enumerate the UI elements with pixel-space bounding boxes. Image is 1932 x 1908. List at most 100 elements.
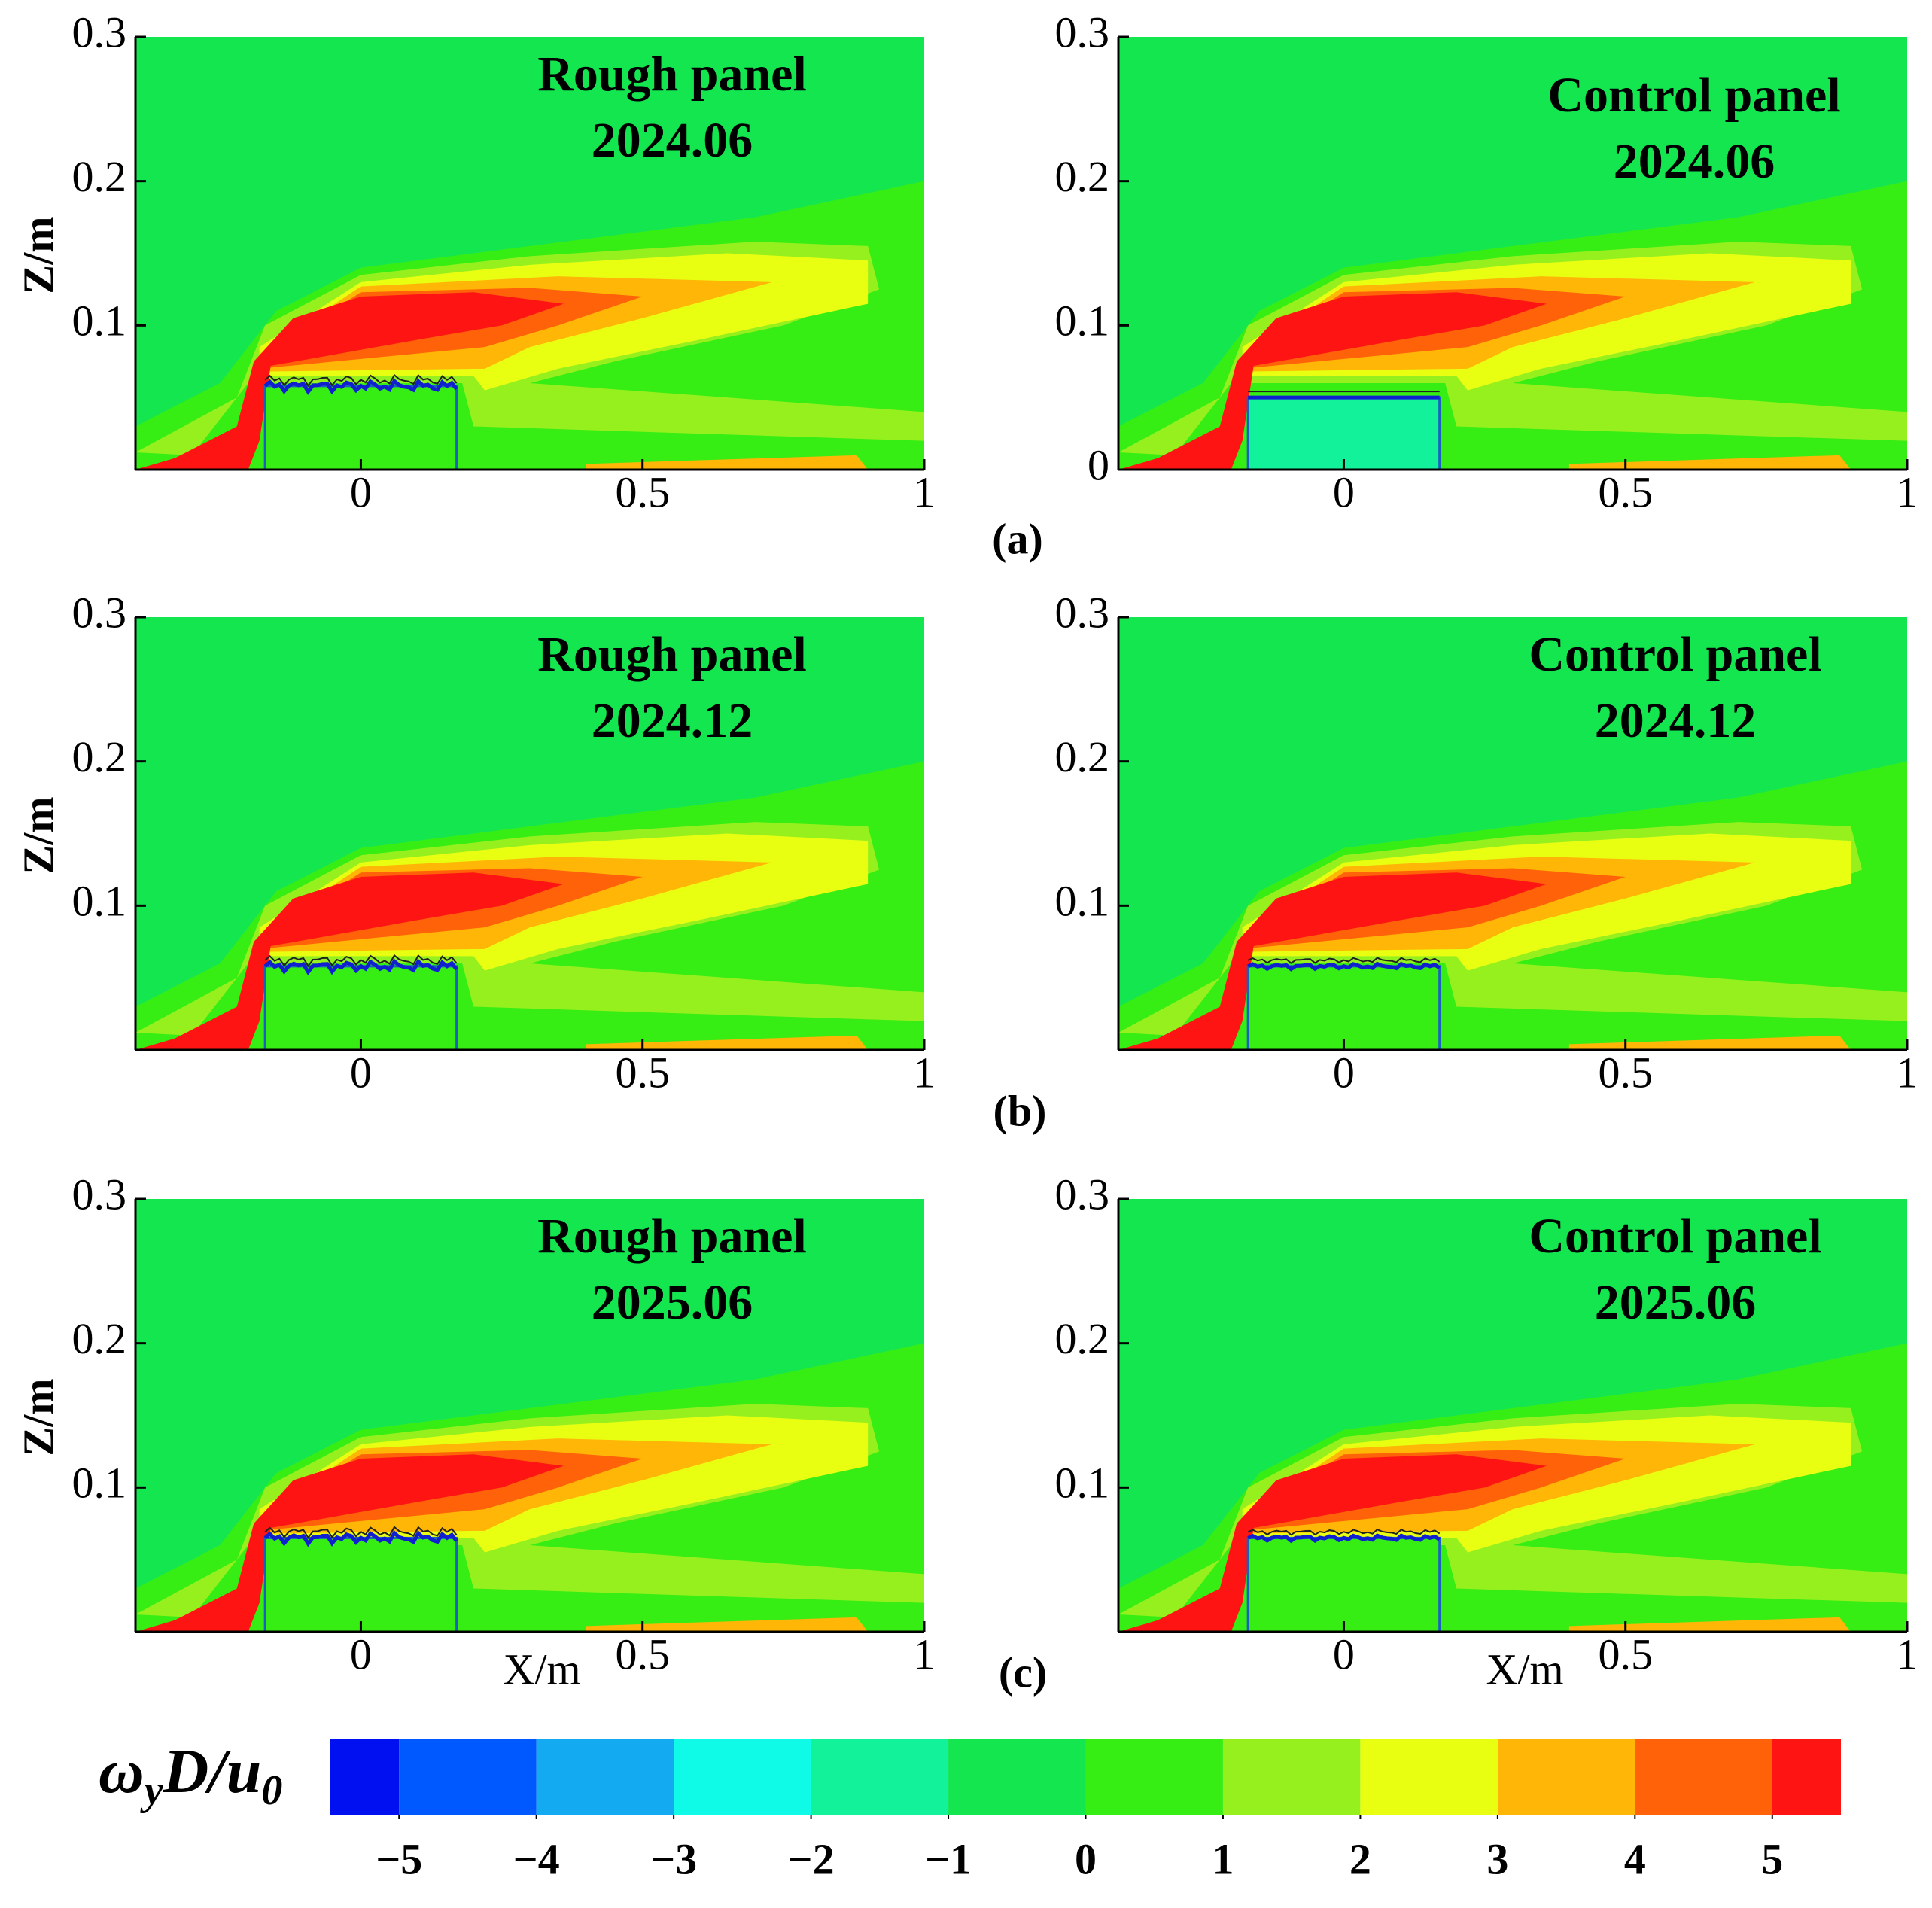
panel-title: Control panel <box>1529 1209 1821 1264</box>
colorbar-tick-label: −4 <box>513 1834 560 1883</box>
x-tick-label: 0 <box>1333 467 1355 516</box>
panel-block <box>263 1536 458 1632</box>
x-tick-label: 1 <box>1897 467 1918 516</box>
panel-label: (b) <box>993 1086 1047 1135</box>
y-axis-label: Z/m <box>14 1378 62 1456</box>
panel-subtitle: 2024.12 <box>592 693 753 748</box>
colorbar-segment <box>674 1739 811 1815</box>
y-tick-label: 0.1 <box>1055 877 1110 926</box>
contour-panel: 0.1 0.2 0.3 0 0.5 1 Rough panel 2024.06 Z/m <box>14 8 935 516</box>
colorbar-label: ωyD/u0 <box>99 1736 282 1814</box>
x-tick-label: 0.5 <box>1598 467 1653 516</box>
surface-line <box>264 954 458 968</box>
contour-level <box>586 1617 869 1632</box>
y-tick-label: 0.2 <box>72 1314 127 1363</box>
contour-field <box>135 37 924 470</box>
contour-field <box>1118 617 1907 1050</box>
colorbar-segment <box>1635 1739 1772 1815</box>
x-tick-label: 0.5 <box>615 1630 670 1678</box>
x-tick-label: 0.5 <box>615 1048 670 1097</box>
y-tick-label: 0.2 <box>1055 732 1110 781</box>
colorbar-tick-label: −2 <box>788 1834 835 1883</box>
y-axis-label: Z/m <box>14 796 62 874</box>
label-subscript: y <box>140 1767 164 1814</box>
y-tick-label: 0.3 <box>72 8 127 56</box>
y-tick-label: 0.2 <box>1055 152 1110 201</box>
y-tick-label: 0.3 <box>1055 1170 1110 1219</box>
colorbar-tick-label: 1 <box>1212 1834 1234 1883</box>
y-axis-label: Z/m <box>14 216 62 294</box>
contour-level <box>1118 1454 1547 1632</box>
panel-subtitle: 2025.06 <box>592 1275 753 1330</box>
panel-subtitle: 2025.06 <box>1595 1275 1757 1330</box>
panel-title: Rough panel <box>537 1209 807 1264</box>
colorbar-tick-label: 5 <box>1761 1834 1783 1883</box>
colorbar-tick-label: −1 <box>925 1834 972 1883</box>
y-tick-label: 0.2 <box>1055 1314 1110 1363</box>
panel-title: Rough panel <box>537 627 807 682</box>
colorbar-segment <box>1085 1739 1223 1815</box>
contour-level <box>586 455 869 470</box>
y-tick-label: 0.3 <box>1055 8 1110 56</box>
surface-line <box>1247 1533 1441 1544</box>
y-tick-label: 0.1 <box>72 297 127 345</box>
x-tick-label: 1 <box>1897 1048 1918 1097</box>
x-tick-label: 0 <box>1333 1048 1355 1097</box>
colorbar-segment <box>1222 1739 1361 1815</box>
x-tick-label: 1 <box>914 1630 936 1678</box>
colorbar-tick-label: −5 <box>376 1834 422 1883</box>
x-tick-label: 0 <box>350 1048 372 1097</box>
x-tick-label: 1 <box>1897 1630 1918 1678</box>
panel-block <box>1246 1536 1441 1632</box>
y-tick-label: 0 <box>1088 440 1109 489</box>
surface-line <box>263 958 458 975</box>
y-tick-label: 0.3 <box>1055 588 1110 637</box>
panel-subtitle: 2024.12 <box>1595 693 1757 748</box>
colorbar-segment <box>1497 1739 1635 1815</box>
panel-title: Control panel <box>1529 627 1821 682</box>
x-tick-label: 0.5 <box>615 467 670 516</box>
panel-title: Control panel <box>1547 68 1840 123</box>
colorbar-tick-label: 3 <box>1486 1834 1508 1883</box>
panel-block <box>1246 965 1441 1050</box>
panel-block <box>1246 396 1441 470</box>
contour-level <box>1118 872 1547 1050</box>
contour-level <box>586 1035 869 1050</box>
contour-level <box>135 292 564 470</box>
colorbar-tick-label: 2 <box>1349 1834 1371 1883</box>
contour-field <box>135 617 924 1050</box>
label-part: D/u <box>163 1736 262 1806</box>
x-tick-label: 1 <box>914 467 936 516</box>
surface-line <box>264 373 458 388</box>
surface-line <box>1247 957 1441 964</box>
surface-line <box>264 1526 458 1539</box>
panel-block <box>263 965 458 1050</box>
colorbar-tick-label: 0 <box>1075 1834 1097 1883</box>
y-tick-label: 0.1 <box>1055 1459 1110 1508</box>
contour-panel: 0.1 0.2 0.3 0 0.5 1 Rough panel 2024.12 Z/m <box>14 588 935 1097</box>
y-tick-label: 0.1 <box>72 1459 127 1508</box>
surface-line <box>1247 961 1441 972</box>
colorbar-tick-label: 4 <box>1624 1834 1646 1883</box>
colorbar-tick-label: −3 <box>650 1834 697 1883</box>
panel-block <box>263 385 458 470</box>
y-tick-label: 0.2 <box>72 732 127 781</box>
surface-line <box>1247 1528 1441 1536</box>
colorbar-segment <box>811 1739 949 1815</box>
x-tick-label: 0 <box>1333 1630 1355 1678</box>
colorbar-segment <box>399 1739 537 1815</box>
x-axis-label: X/m <box>503 1645 580 1693</box>
contour-level <box>1568 1035 1851 1050</box>
panel-title: Rough panel <box>537 47 807 102</box>
colorbar-segment <box>330 1739 400 1815</box>
x-axis-label: X/m <box>1486 1645 1563 1693</box>
y-tick-label: 0.1 <box>72 877 127 926</box>
contour-field <box>1118 1199 1907 1632</box>
y-tick-label: 0.3 <box>72 588 127 637</box>
panel-label: (a) <box>992 514 1043 563</box>
contour-level <box>1118 292 1547 470</box>
contour-level <box>1568 455 1851 470</box>
x-tick-label: 0.5 <box>1598 1048 1653 1097</box>
y-tick-label: 0.2 <box>72 152 127 201</box>
